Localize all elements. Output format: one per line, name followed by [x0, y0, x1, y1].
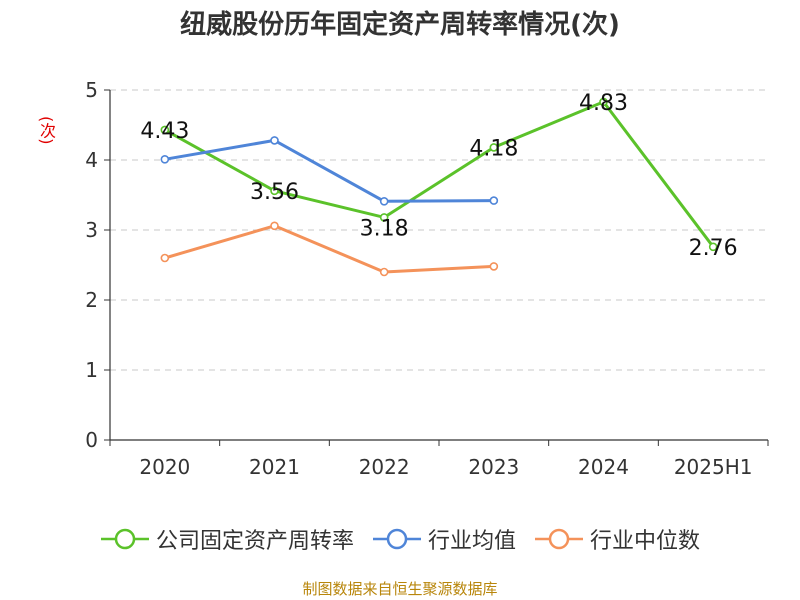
- legend-circle: [114, 528, 136, 550]
- y-tick-label: 5: [85, 78, 98, 102]
- y-axis-unit-label: (次): [37, 115, 56, 145]
- series-line-segment-2: [382, 264, 496, 274]
- series-point-2: [270, 221, 279, 231]
- series-point-1: [270, 136, 279, 145]
- legend-label: 行业中位数: [590, 529, 701, 554]
- series-point-0: [160, 125, 170, 135]
- series-point-0: [599, 97, 608, 107]
- x-tick-label: 2024: [578, 455, 629, 479]
- y-tick-label: 2: [85, 288, 98, 312]
- legend-line-circle-icon: [372, 528, 421, 550]
- x-tick-label: 2021: [249, 455, 300, 479]
- series-line-segment-0: [602, 100, 715, 249]
- data-label: 3.56: [250, 180, 299, 205]
- legend-item[interactable]: 公司固定资产周转率: [100, 523, 354, 555]
- series-point-0: [489, 143, 499, 152]
- series-point-2: [489, 262, 499, 271]
- legend-circle: [386, 528, 408, 550]
- series-line-segment-0: [492, 100, 605, 149]
- x-tick-label: 2020: [139, 455, 190, 479]
- legend-line-circle-icon: [100, 528, 149, 550]
- y-tick-label: 0: [85, 428, 98, 452]
- series-line-segment-1: [273, 138, 386, 203]
- series-line-segment-0: [382, 145, 496, 219]
- series-point-1: [489, 196, 499, 205]
- x-tick-label: 2023: [468, 455, 519, 479]
- data-label: 2.76: [689, 236, 738, 261]
- chart-title: 纽威股份历年固定资产周转率情况(次): [180, 10, 620, 40]
- legend-item[interactable]: 行业中位数: [534, 523, 700, 555]
- series-point-1: [160, 155, 170, 164]
- chart-plot: 0 1 2 3 4 5 2020 2021 2022 2023 2024 2025H1 4.43 3.56…: [85, 78, 769, 479]
- legend-circle: [548, 528, 570, 550]
- series-line-segment-1: [163, 138, 276, 161]
- legend-label: 行业均值: [427, 529, 516, 554]
- series-point-2: [160, 253, 170, 263]
- data-label: 4.83: [579, 91, 628, 116]
- x-tick-label: 2025H1: [674, 455, 753, 479]
- chart-legend: 公司固定资产周转率 行业均值 行业中位数: [0, 519, 800, 559]
- data-source-note: 制图数据来自恒生聚源数据库: [302, 580, 498, 598]
- legend-label: 公司固定资产周转率: [155, 529, 354, 554]
- y-tick-label: 4: [85, 148, 98, 172]
- x-tick-label: 2022: [359, 455, 410, 479]
- y-tick-label: 1: [85, 358, 98, 382]
- data-label: 4.43: [140, 119, 189, 144]
- series-point-0: [270, 186, 279, 196]
- legend-item[interactable]: 行业均值: [372, 523, 516, 555]
- legend-line-circle-icon: [535, 528, 583, 550]
- data-label: 4.18: [469, 136, 518, 161]
- series-line-segment-0: [273, 189, 386, 219]
- series-point-2: [379, 267, 389, 277]
- series-point-0: [708, 242, 718, 252]
- series-line-segment-2: [163, 224, 276, 260]
- series-line-segment-0: [163, 128, 276, 193]
- data-label: 3.18: [360, 216, 409, 241]
- series-line-segment-1: [382, 199, 496, 203]
- series-line-segment-2: [273, 224, 386, 274]
- series-point-0: [379, 213, 389, 222]
- series-point-1: [379, 197, 389, 206]
- y-tick-label: 3: [85, 218, 98, 242]
